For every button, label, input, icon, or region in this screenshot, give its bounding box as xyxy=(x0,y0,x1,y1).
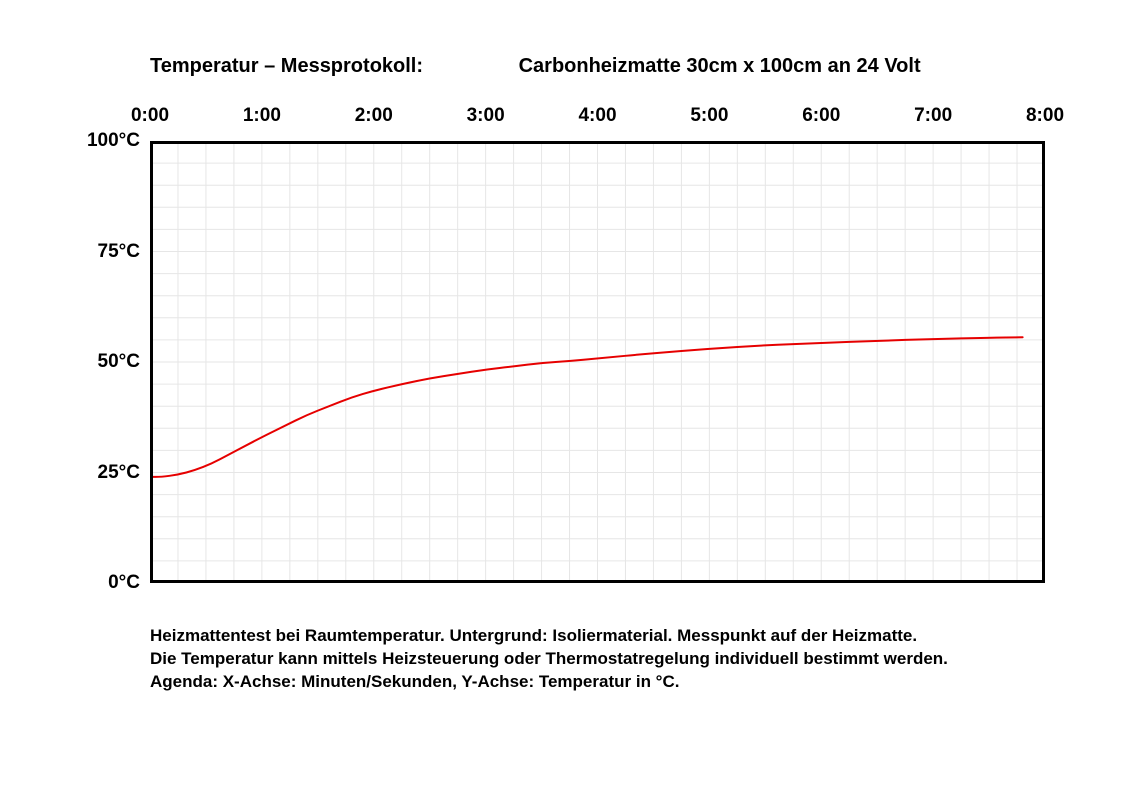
x-tick-label: 4:00 xyxy=(578,105,616,127)
chart-title-right: Carbonheizmatte 30cm x 100cm an 24 Volt xyxy=(519,55,921,78)
x-tick-label: 6:00 xyxy=(802,105,840,127)
x-tick-label: 1:00 xyxy=(243,105,281,127)
x-tick-label: 7:00 xyxy=(914,105,952,127)
y-tick-label: 0°C xyxy=(108,572,140,594)
y-tick-label: 75°C xyxy=(98,241,140,263)
caption-line: Die Temperatur kann mittels Heizsteuerun… xyxy=(150,648,1063,671)
y-tick-label: 100°C xyxy=(87,130,140,152)
x-tick-label: 8:00 xyxy=(1026,105,1064,127)
x-tick-label: 5:00 xyxy=(690,105,728,127)
chart-caption: Heizmattentest bei Raumtemperatur. Unter… xyxy=(150,625,1063,694)
chart-title-row: Temperatur – Messprotokoll: Carbonheizma… xyxy=(150,55,1063,78)
y-tick-label: 25°C xyxy=(98,462,140,484)
chart-plot-area xyxy=(150,141,1045,583)
y-tick-label: 50°C xyxy=(98,351,140,373)
caption-line: Heizmattentest bei Raumtemperatur. Unter… xyxy=(150,625,1063,648)
x-tick-label: 3:00 xyxy=(467,105,505,127)
caption-line: Agenda: X-Achse: Minuten/Sekunden, Y-Ach… xyxy=(150,671,1063,694)
x-tick-label: 2:00 xyxy=(355,105,393,127)
x-tick-label: 0:00 xyxy=(131,105,169,127)
chart-title-left: Temperatur – Messprotokoll: xyxy=(150,55,423,78)
